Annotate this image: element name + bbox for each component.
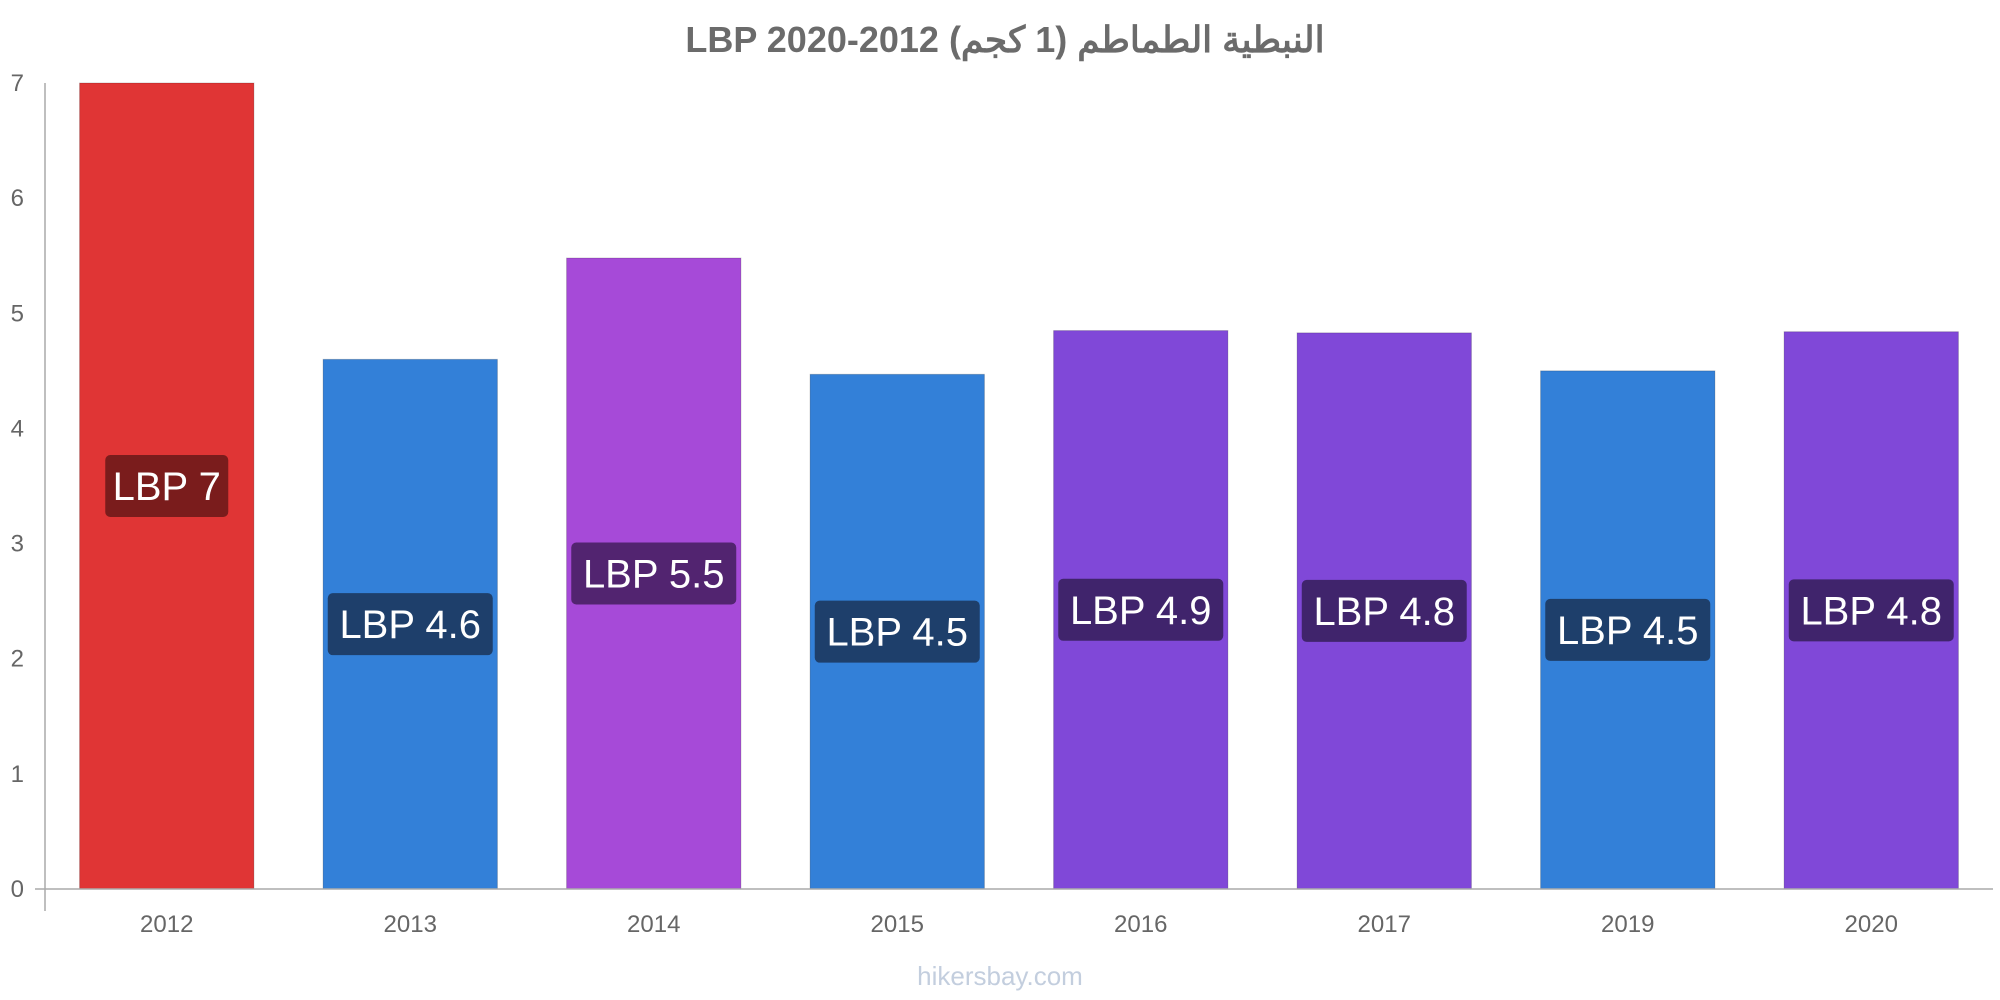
data-label-box (327, 593, 493, 656)
data-label-box (571, 542, 737, 605)
x-axis-ticks: 2012 2013 2014 2015 2016 2017 2019 2020 (140, 911, 1898, 938)
x-tick-label: 2019 (1601, 911, 1654, 938)
x-tick-label: 2020 (1845, 911, 1898, 938)
data-label: LBP 7 (113, 465, 221, 509)
x-tick-label: 2012 (140, 911, 193, 938)
y-tick-label: 7 (11, 70, 24, 97)
data-label: LBP 4.9 (1070, 589, 1212, 633)
y-tick-label: 0 (11, 876, 24, 903)
y-tick-label: 5 (11, 300, 24, 327)
chart-title: النبطية الطماطم (1 كجم) LBP 2020-2012 (685, 19, 1324, 62)
y-tick-label: 1 (11, 761, 24, 788)
data-label: LBP 4.8 (1313, 590, 1455, 634)
data-label: LBP 4.5 (1557, 609, 1699, 653)
y-tick-label: 4 (11, 415, 24, 442)
y-tick-label: 3 (11, 531, 24, 558)
x-tick-label: 2015 (871, 911, 924, 938)
data-label-box (1788, 579, 1954, 642)
x-tick-label: 2017 (1358, 911, 1411, 938)
data-label-box (1545, 598, 1711, 661)
data-label-box (814, 600, 980, 663)
bars: LBP 7 LBP 4.6 LBP 5.5 LBP 4.5 LBP 4.9 LBP 4.8… (79, 82, 1959, 890)
data-label: LBP 4.8 (1800, 589, 1942, 633)
x-tick-label: 2014 (627, 911, 680, 938)
data-label: LBP 4.6 (339, 603, 481, 647)
y-tick-label: 6 (11, 185, 24, 212)
y-tick-label: 2 (11, 646, 24, 673)
data-label-box (105, 455, 229, 517)
x-tick-label: 2016 (1114, 911, 1167, 938)
data-label-box (1301, 579, 1467, 642)
data-label-box (1058, 578, 1224, 641)
watermark: hikersbay.com (917, 961, 1083, 991)
x-tick-label: 2013 (384, 911, 437, 938)
data-label: LBP 5.5 (583, 553, 725, 597)
y-axis-ticks: 0 1 2 3 4 5 6 7 (11, 70, 24, 903)
data-label: LBP 4.5 (826, 611, 968, 655)
